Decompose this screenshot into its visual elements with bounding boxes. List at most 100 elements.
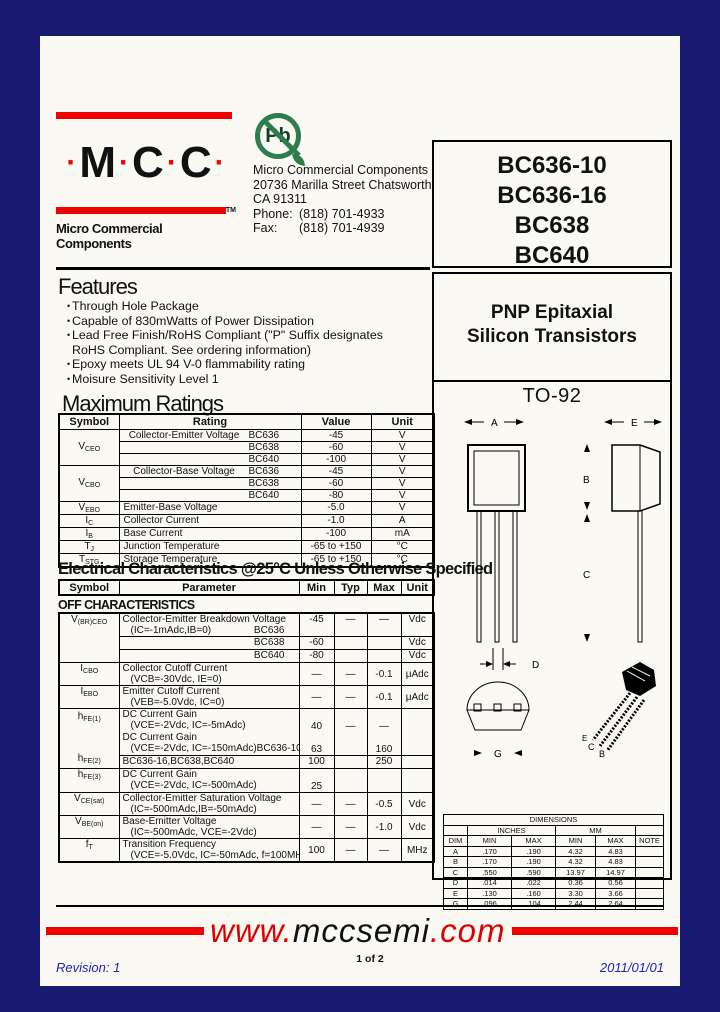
device-type-line: PNP Epitaxial	[490, 302, 614, 323]
table-header-row: Symbol Parameter Min Typ Max Unit	[58, 579, 435, 596]
page-number: 1 of 2	[356, 953, 384, 965]
table-row: hFE(1) hFE(2) DC Current Gain (VCE=-2Vdc,…	[58, 708, 435, 769]
logo-bottom-bar	[56, 207, 226, 214]
table-row: TJ Junction Temperature -65 to +150 °C	[58, 539, 435, 554]
table-row: IEBO Emitter Cutoff Current (VEB=-5.0Vdc,…	[58, 685, 435, 709]
feature-item: • Lead Free Finish/RoHS Compliant ("P" Su…	[58, 328, 430, 357]
min-header: MIN	[555, 835, 596, 847]
electrical-table: V(BR)CEO Collector-Emitter Breakdown Vol…	[58, 612, 435, 863]
logo-top-bar	[56, 112, 232, 119]
inches-header: INCHES	[467, 824, 556, 836]
dimensions-title: DIMENSIONS	[442, 814, 665, 826]
date-label: 2011/01/01	[599, 960, 664, 975]
pb-free-icon: Pb	[255, 113, 305, 166]
part-numbers-box: BC636-10 BC636-16 BC638 BC640	[432, 140, 672, 269]
device-type-line: Silicon Transistors	[467, 326, 637, 347]
electrical-header-table: Symbol Parameter Min Typ Max Unit	[58, 579, 435, 596]
footer-divider	[56, 905, 664, 907]
address-line: Micro Commercial Components	[253, 163, 429, 177]
table-row: IB Base Current -100 mA	[58, 526, 435, 541]
electrical-title: Electrical Characteristics @25°C Unless …	[58, 560, 493, 578]
datasheet-page: ·M·C·C· TM Micro Commercial Components P…	[40, 36, 680, 986]
dim-c-label: C	[583, 570, 590, 581]
table-header-row: Symbol Rating Value Unit	[58, 413, 435, 430]
address-line: CA 91311	[253, 192, 307, 206]
symbol-cell: hFE(1) hFE(2)	[58, 708, 120, 769]
footer-red-bar	[511, 927, 678, 935]
feature-item: • Moisure Sensitivity Level 1	[58, 372, 430, 387]
table-row: BC640 -80 Vdc	[59, 649, 435, 663]
symbol-cell: IEBO	[58, 685, 120, 709]
logo-dot: ·	[214, 146, 226, 179]
table-row: D .014.022 0.36 0.56	[443, 877, 665, 889]
part-number: BC638	[514, 212, 590, 239]
company-address: Micro Commercial Components 20736 Marill…	[253, 163, 433, 236]
max-header: MAX	[511, 835, 556, 847]
table-row: IC Collector Current -1.0 A	[58, 513, 435, 528]
logo-dot: ·	[119, 146, 131, 179]
col-unit: Unit	[400, 579, 435, 596]
revision-label: Revision: 1	[56, 960, 121, 975]
feature-item: • Through Hole Package	[58, 299, 430, 314]
phone-number: (818) 701-4933	[299, 206, 385, 221]
leaf-icon	[292, 154, 305, 166]
bullet-icon: •	[67, 373, 71, 384]
trademark-symbol: TM	[225, 207, 236, 214]
dim-a-label: A	[491, 418, 498, 429]
feature-item: • Capable of 830mWatts of Power Dissipati…	[58, 314, 430, 329]
symbol-cell: ICBO	[58, 662, 120, 686]
website-url[interactable]: www.mccsemi.com	[210, 912, 506, 949]
off-characteristics-label: OFF CHARACTERISTICS	[58, 598, 195, 612]
col-symbol: Symbol	[58, 413, 120, 430]
dim-g-label: G	[494, 749, 502, 760]
col-rating: Rating	[118, 413, 302, 430]
pin-c-label: C	[588, 742, 595, 752]
symbol-cell: fT	[58, 838, 120, 863]
spacer-cell	[443, 824, 468, 836]
col-symbol: Symbol	[58, 579, 120, 596]
dim-d-label: D	[532, 660, 539, 671]
mcc-logo: · M · C · C · TM Micro Commercial Components	[56, 112, 236, 251]
address-line: 20736 Marilla Street Chatsworth	[253, 177, 432, 192]
table-row: A .170.190 4.32 4.83	[443, 845, 665, 857]
header-divider	[56, 267, 430, 270]
col-unit: Unit	[370, 413, 435, 430]
table-row: G .096.104 2.44 2.64	[443, 898, 665, 910]
package-drawing: A D E B	[464, 418, 662, 760]
table-row: hFE(3) DC Current Gain (VCE=-2Vdc, IC=-50…	[58, 768, 435, 793]
dimensions-group-row: INCHES MM	[443, 824, 665, 836]
symbol-cell: VCEO	[58, 428, 120, 466]
table-row: B .170.190 4.32 4.83	[443, 856, 665, 868]
footer-red-bar	[46, 927, 204, 935]
mcc-logo-letters: · M · C · C ·	[56, 119, 236, 207]
dimensions-table: DIMENSIONS INCHES MM DIM MIN MAX MIN MAX…	[442, 814, 665, 910]
part-number: BC636-16	[497, 182, 607, 209]
part-number: BC640	[514, 242, 590, 269]
features-list: • Through Hole Package • Capable of 830mWa…	[58, 299, 430, 387]
package-name: TO-92	[522, 385, 582, 407]
table-row: C .550.590 13.97 14.97	[443, 866, 665, 878]
logo-letter: M	[79, 138, 118, 187]
spacer-cell	[634, 824, 665, 836]
col-parameter: Parameter	[118, 579, 300, 596]
part-number: BC636-10	[497, 152, 607, 179]
package-box: TO-92 A D E	[432, 380, 672, 910]
dimensions-title-row: DIMENSIONS	[442, 814, 665, 826]
package-3d-view: E C B	[582, 662, 656, 759]
table-row: ICBO Collector Cutoff Current (VCB=-30Vdc…	[58, 662, 435, 686]
dim-b-label: B	[583, 475, 590, 486]
symbol-cell: hFE(3)	[58, 768, 120, 793]
table-row: E .130.160 3.30 3.66	[443, 887, 665, 899]
table-row: BC636-16,BC638,BC640 100 250	[59, 755, 435, 769]
pin-e-label: E	[582, 734, 587, 743]
dim-header: DIM	[443, 835, 468, 847]
table-row: VCEO Collector-Emitter Voltage BC636 -45 V	[58, 428, 435, 466]
table-row: VCBO Collector-Base Voltage BC636 -45 V	[58, 464, 435, 502]
bullet-icon: •	[67, 359, 71, 370]
logo-tagline: Micro Commercial Components	[56, 221, 163, 251]
dimensions-subheader-row: DIM MIN MAX MIN MAX NOTE	[443, 835, 665, 847]
logo-dot: ·	[166, 146, 178, 179]
symbol-cell: V(BR)CEO	[58, 612, 120, 663]
symbol-cell: VBE(on)	[58, 815, 120, 839]
table-row: fT Transition Frequency (VCE=-5.0Vdc, IC=…	[58, 838, 435, 863]
